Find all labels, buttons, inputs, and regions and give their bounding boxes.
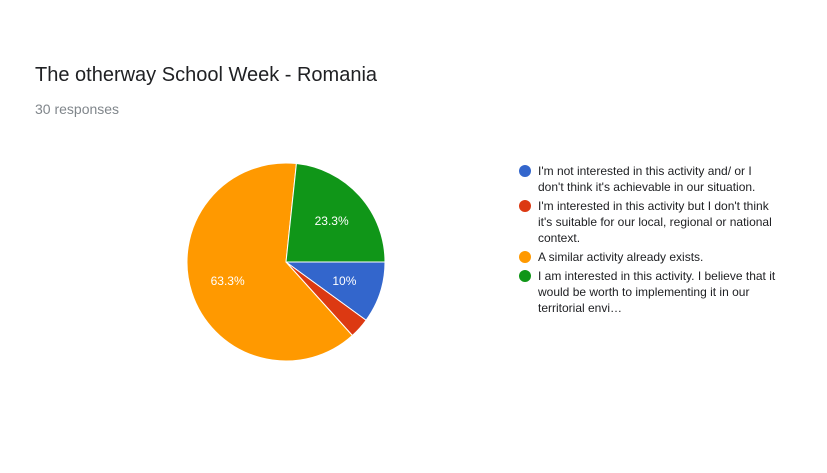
response-count: 30 responses [35, 101, 120, 117]
legend-item-1[interactable]: I'm not interested in this activity and/… [519, 163, 779, 195]
legend-label: I am interested in this activity. I beli… [538, 269, 776, 315]
legend-dot-icon [519, 200, 531, 212]
legend-dot-icon [519, 165, 531, 177]
slice-label-4: 23.3% [315, 214, 349, 228]
chart-title: The otherway School Week - Romania [35, 64, 378, 86]
pie-slice-4[interactable] [285, 162, 386, 263]
legend-item-3[interactable]: A similar activity already exists. [519, 249, 779, 265]
legend-dot-icon [519, 251, 531, 263]
pie-slice-3[interactable] [186, 162, 354, 362]
legend-dot-icon [519, 270, 531, 282]
legend-item-4[interactable]: I am interested in this activity. I beli… [519, 268, 779, 316]
legend-label: I'm interested in this activity but I do… [538, 199, 772, 245]
legend-label: I'm not interested in this activity and/… [538, 164, 756, 194]
legend-item-2[interactable]: I'm interested in this activity but I do… [519, 198, 779, 246]
slice-label-1: 10% [332, 274, 356, 288]
slice-label-3: 63.3% [211, 274, 245, 288]
legend-label: A similar activity already exists. [538, 250, 704, 264]
pie-chart: 10% 63.3% 23.3% [186, 162, 386, 362]
chart-legend: I'm not interested in this activity and/… [519, 163, 779, 319]
